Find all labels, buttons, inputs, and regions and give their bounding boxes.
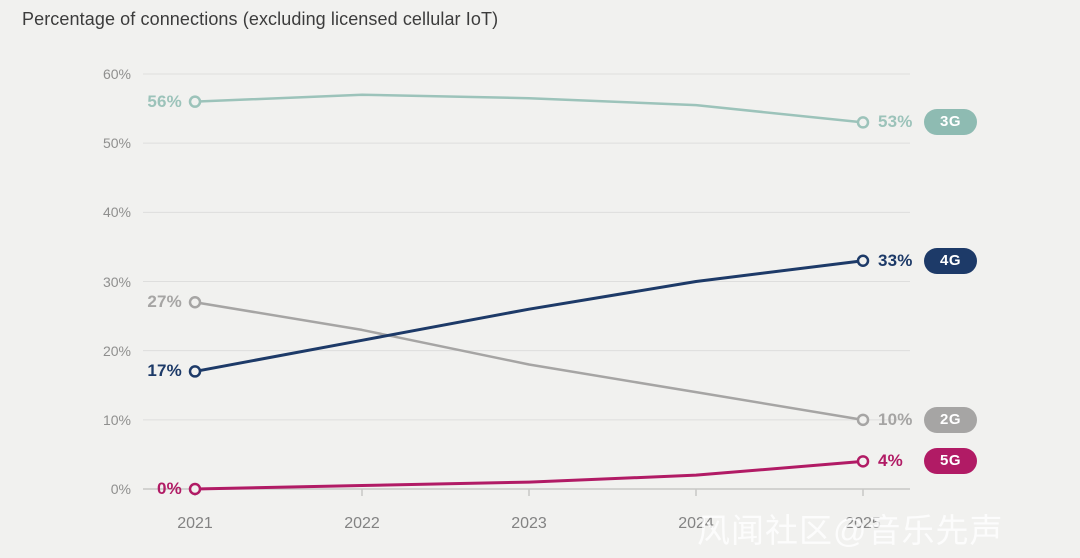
- x-axis-label-2021: 2021: [177, 515, 213, 532]
- series-lines: [193, 93, 865, 491]
- y-axis-label-20: 20%: [102, 342, 131, 359]
- gridlines: [143, 73, 910, 496]
- value-label-2G-start: 27%: [147, 292, 182, 312]
- y-axis-label-40: 40%: [102, 204, 131, 221]
- legend-badge-4G: 4G: [924, 247, 977, 274]
- legend-badge-5G: 5G: [924, 448, 977, 475]
- marker-4G-start: [188, 365, 202, 378]
- value-label-4G-end: 33%: [878, 250, 913, 270]
- value-label-2G-end: 10%: [878, 409, 913, 429]
- value-label-3G-end: 53%: [878, 112, 913, 132]
- marker-3G-end: [856, 116, 870, 129]
- series-line-4G: [193, 259, 865, 373]
- x-axis-label-2022: 2022: [344, 515, 380, 532]
- legend-badge-2G: 2G: [924, 406, 977, 433]
- marker-4G-end: [856, 254, 870, 267]
- chart-title: Percentage of connections (excluding lic…: [22, 9, 499, 29]
- value-label-4G-start: 17%: [147, 361, 182, 381]
- marker-5G-end: [856, 455, 870, 468]
- value-label-5G-end: 4%: [878, 451, 903, 471]
- value-label-3G-start: 56%: [147, 91, 182, 111]
- x-axis-label-2024: 2024: [678, 515, 714, 532]
- y-axis-label-30: 30%: [102, 273, 131, 290]
- legend-badge-3G: 3G: [924, 109, 977, 136]
- watermark: 风闻社区@音乐先声: [697, 512, 1004, 549]
- y-axis-label-10: 10%: [102, 411, 131, 428]
- series-line-2G: [193, 301, 865, 422]
- series-line-5G: [193, 459, 865, 491]
- series-line-3G: [193, 93, 865, 124]
- marker-2G-end: [856, 413, 870, 427]
- value-label-5G-start: 0%: [157, 479, 182, 498]
- marker-3G-start: [188, 95, 202, 108]
- x-axis-label-2025: 2025: [845, 515, 881, 532]
- y-axis-label-60: 60%: [102, 66, 131, 82]
- x-axis-label-2023: 2023: [511, 515, 547, 532]
- series-markers: [188, 95, 870, 496]
- y-axis-label-50: 50%: [102, 135, 131, 152]
- marker-2G-start: [188, 296, 202, 309]
- marker-5G-start: [188, 482, 202, 496]
- y-axis-label-0: 0%: [110, 481, 131, 497]
